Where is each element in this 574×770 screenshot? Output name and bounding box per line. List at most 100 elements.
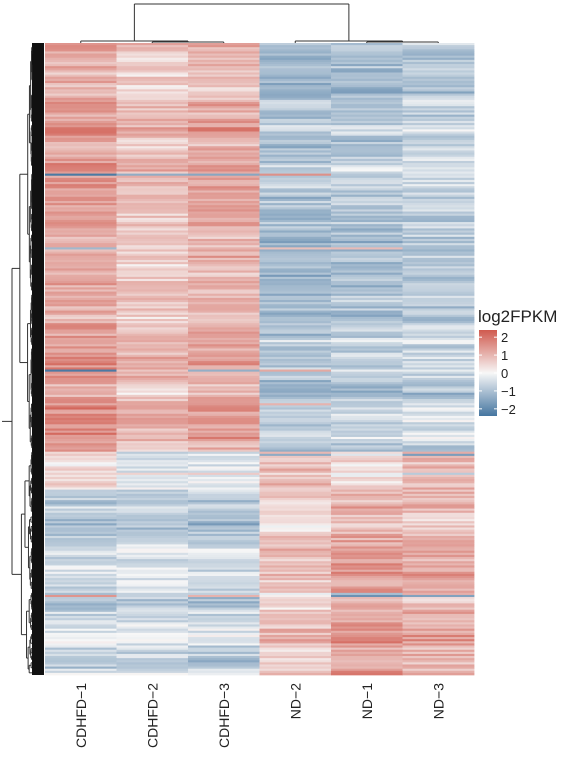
- heatmap-cell: [188, 139, 260, 143]
- heatmap-cell: [116, 154, 189, 158]
- heatmap-cell: [331, 179, 403, 183]
- heatmap-cell: [188, 500, 260, 503]
- heatmap-cell: [331, 272, 403, 276]
- heatmap-cell: [402, 247, 475, 250]
- heatmap-cell: [45, 468, 117, 472]
- heatmap-cell: [188, 344, 260, 347]
- heatmap-cell: [116, 592, 189, 596]
- heatmap-cell: [45, 380, 117, 383]
- heatmap-cell: [331, 219, 403, 223]
- heatmap-cell: [331, 542, 403, 545]
- heatmap-cell: [116, 666, 189, 670]
- heatmap-cell: [259, 234, 332, 238]
- heatmap-cell: [331, 616, 403, 619]
- heatmap-cell: [259, 310, 332, 314]
- heatmap-cell: [331, 222, 403, 225]
- heatmap-cell: [259, 285, 332, 288]
- heatmap-cell: [259, 114, 332, 118]
- heatmap-cell: [259, 373, 332, 377]
- column-dendrogram: [80, 3, 439, 43]
- heatmap-cell: [45, 502, 117, 505]
- heatmap-cell: [45, 624, 117, 627]
- heatmap-cell: [188, 99, 260, 103]
- heatmap-cell: [331, 422, 403, 425]
- heatmap-cell: [188, 154, 260, 158]
- heatmap-cell: [259, 371, 332, 375]
- heatmap-cell: [188, 495, 260, 499]
- heatmap-cell: [331, 249, 403, 252]
- heatmap-cell: [331, 525, 403, 528]
- heatmap-cell: [45, 222, 117, 225]
- heatmap-cell: [45, 342, 117, 345]
- heatmap-cell: [188, 348, 260, 351]
- heatmap-cell: [45, 637, 117, 640]
- heatmap-cell: [188, 78, 260, 82]
- heatmap-cell: [116, 626, 189, 630]
- heatmap-cell: [402, 375, 475, 379]
- heatmap-cell: [45, 110, 117, 113]
- heatmap-cell: [402, 386, 475, 389]
- heatmap-cell: [188, 586, 260, 589]
- heatmap-cell: [402, 66, 475, 69]
- legend-colorbar: [479, 330, 497, 416]
- heatmap-cell: [188, 371, 260, 375]
- heatmap-cell: [259, 53, 332, 56]
- heatmap-cell: [188, 489, 260, 493]
- heatmap-cell: [188, 238, 260, 242]
- heatmap-cell: [402, 354, 475, 358]
- heatmap-cell: [402, 670, 475, 674]
- heatmap-cell: [45, 53, 117, 56]
- heatmap-cell: [402, 43, 475, 46]
- heatmap-cell: [331, 348, 403, 351]
- heatmap-cell: [402, 70, 475, 73]
- legend-tick-label: 1: [501, 348, 508, 363]
- heatmap-cell: [331, 295, 403, 299]
- heatmap-cell: [188, 158, 260, 162]
- heatmap-cell: [331, 49, 403, 52]
- heatmap-cell: [45, 552, 117, 556]
- heatmap-cell: [45, 401, 117, 404]
- heatmap-cell: [331, 125, 403, 128]
- heatmap-cell: [331, 567, 403, 571]
- heatmap-cell: [331, 331, 403, 335]
- heatmap-cell: [116, 245, 189, 248]
- heatmap-cell: [259, 64, 332, 67]
- heatmap-cell: [402, 506, 475, 509]
- heatmap-cell: [188, 377, 260, 381]
- heatmap-cell: [45, 59, 117, 63]
- heatmap-cell: [259, 428, 332, 431]
- heatmap-cell: [402, 342, 475, 345]
- heatmap-cell: [331, 479, 403, 482]
- heatmap-cell: [402, 597, 475, 600]
- heatmap-cell: [259, 266, 332, 269]
- heatmap-cell: [116, 622, 189, 625]
- heatmap-cell: [402, 594, 475, 598]
- heatmap-cell: [259, 464, 332, 467]
- heatmap-cell: [259, 101, 332, 105]
- heatmap-cell: [188, 426, 260, 429]
- heatmap-cell: [116, 493, 189, 497]
- heatmap-cell: [188, 43, 260, 46]
- heatmap-cell: [188, 424, 260, 427]
- heatmap-cell: [45, 148, 117, 151]
- heatmap-cell: [188, 479, 260, 482]
- heatmap-cell: [331, 167, 403, 170]
- heatmap-cell: [259, 241, 332, 244]
- heatmap-cell: [45, 276, 117, 280]
- heatmap-cell: [45, 561, 117, 564]
- heatmap-cell: [45, 344, 117, 347]
- heatmap-cell: [188, 163, 260, 166]
- heatmap-cell: [116, 645, 189, 648]
- heatmap-cell: [331, 476, 403, 480]
- heatmap-cell: [331, 142, 403, 145]
- heatmap-cell: [331, 64, 403, 67]
- heatmap-cell: [116, 607, 189, 611]
- heatmap-cell: [331, 188, 403, 191]
- heatmap-cell: [188, 533, 260, 537]
- heatmap-cell: [259, 238, 332, 242]
- column-label: CDHFD−1: [73, 683, 89, 748]
- heatmap-cell: [188, 173, 260, 177]
- heatmap-cell: [116, 668, 189, 672]
- heatmap-cell: [331, 434, 403, 438]
- heatmap-cell: [116, 74, 189, 78]
